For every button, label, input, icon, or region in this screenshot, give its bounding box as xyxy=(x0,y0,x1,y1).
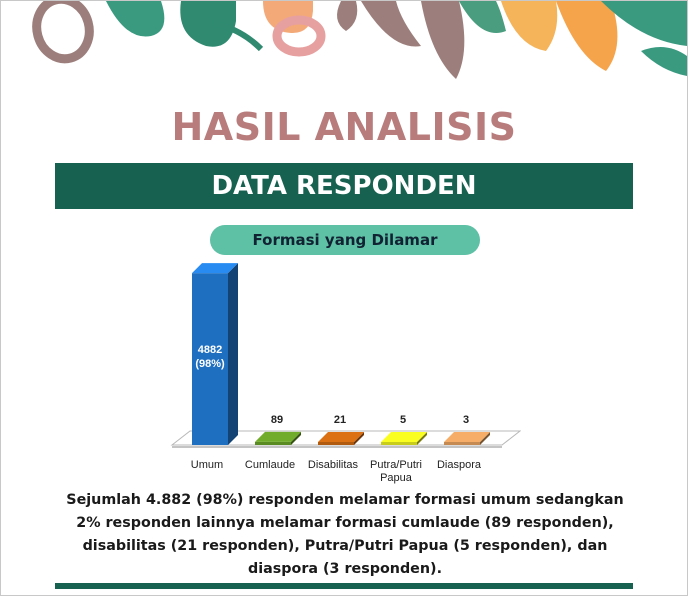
data-label: 4882 xyxy=(198,344,222,356)
page-title: HASIL ANALISIS xyxy=(171,105,517,149)
bar xyxy=(444,442,480,445)
bar-side xyxy=(480,432,490,445)
bar-top xyxy=(444,432,490,442)
bar-top xyxy=(192,263,238,274)
category-label: Papua xyxy=(380,472,413,484)
data-label: 21 xyxy=(334,414,346,426)
bar-top xyxy=(255,431,301,442)
bar-side xyxy=(228,263,238,445)
bar-chart: 4882 (98%) Umum 89 Cumlaude 21 Disabilitas 5 Put… xyxy=(170,263,521,484)
data-label: 89 xyxy=(271,414,283,426)
bar-top xyxy=(318,432,364,442)
bar xyxy=(381,442,417,445)
bottom-rule xyxy=(55,583,633,589)
chart-description: Sejumlah 4.882 (98%) responden melamar f… xyxy=(66,492,624,577)
bar xyxy=(255,441,291,445)
bar-side xyxy=(417,432,427,445)
category-label: Umum xyxy=(191,459,223,471)
section-band: DATA RESPONDEN xyxy=(55,163,633,209)
bar xyxy=(318,442,354,445)
chart-title-label: Formasi yang Dilamar xyxy=(252,231,438,249)
category-label: Cumlaude xyxy=(245,459,295,471)
data-label: (98%) xyxy=(195,358,225,370)
data-label: 5 xyxy=(400,414,406,426)
bar-side xyxy=(291,431,301,445)
data-label: 3 xyxy=(463,414,469,426)
category-label: Diaspora xyxy=(437,459,482,471)
chart-title-pill: Formasi yang Dilamar xyxy=(210,225,480,255)
floral-decoration xyxy=(32,1,687,79)
bar-top xyxy=(381,432,427,442)
bar xyxy=(192,273,228,445)
bar-side xyxy=(354,432,364,445)
section-band-label: DATA RESPONDEN xyxy=(211,171,477,201)
category-label: Disabilitas xyxy=(308,459,359,471)
category-label: Putra/Putri xyxy=(370,459,422,471)
